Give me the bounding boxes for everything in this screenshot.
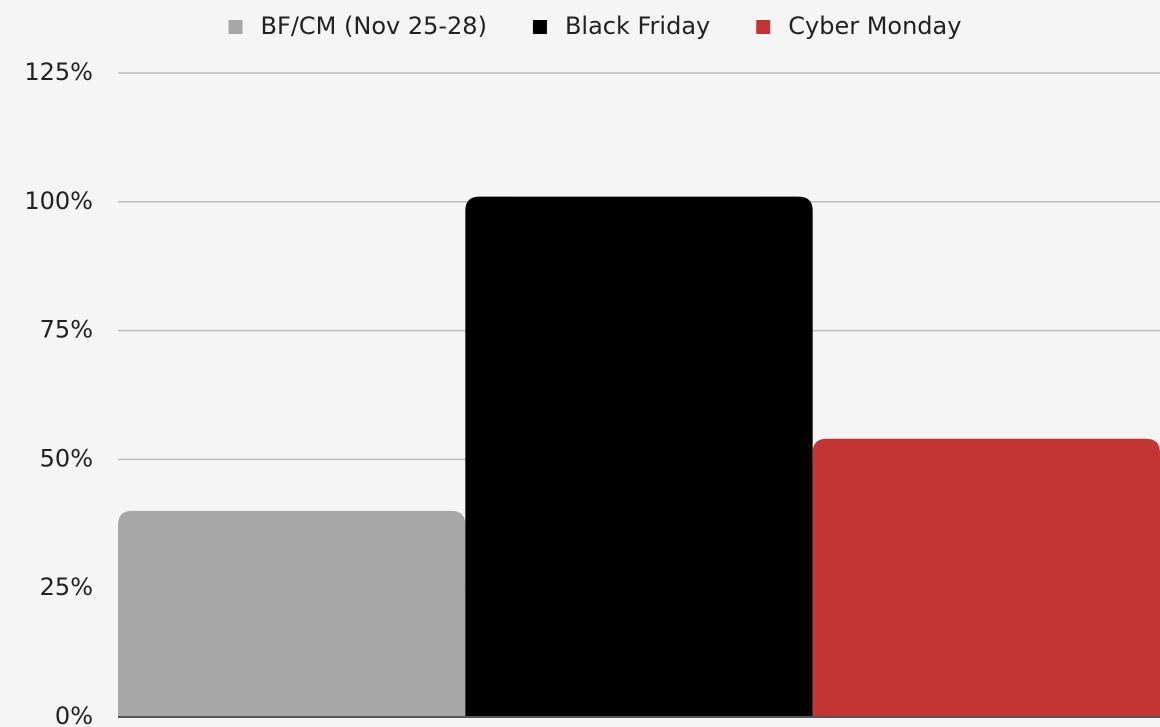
legend-label: Cyber Monday: [788, 12, 961, 40]
bar: [118, 511, 465, 717]
legend-swatch: [229, 20, 243, 34]
bar: [813, 439, 1160, 717]
chart: 0% 25% 50% 75% 100% 125% BF/CM (Nov 25-28) Blac…: [0, 0, 1160, 727]
y-tick-label: 0%: [55, 702, 93, 727]
legend-swatch: [533, 20, 547, 34]
legend-swatch: [756, 20, 770, 34]
legend-label: Black Friday: [565, 12, 710, 40]
y-tick-label: 50%: [40, 444, 93, 472]
y-tick-label: 125%: [24, 58, 93, 86]
y-tick-label: 75%: [40, 316, 93, 344]
y-tick-label: 25%: [40, 573, 93, 601]
legend-label: BF/CM (Nov 25-28): [261, 12, 487, 40]
legend: BF/CM (Nov 25-28) Black Friday Cyber Monda…: [229, 12, 962, 40]
y-tick-label: 100%: [24, 187, 93, 215]
bar: [465, 197, 812, 717]
